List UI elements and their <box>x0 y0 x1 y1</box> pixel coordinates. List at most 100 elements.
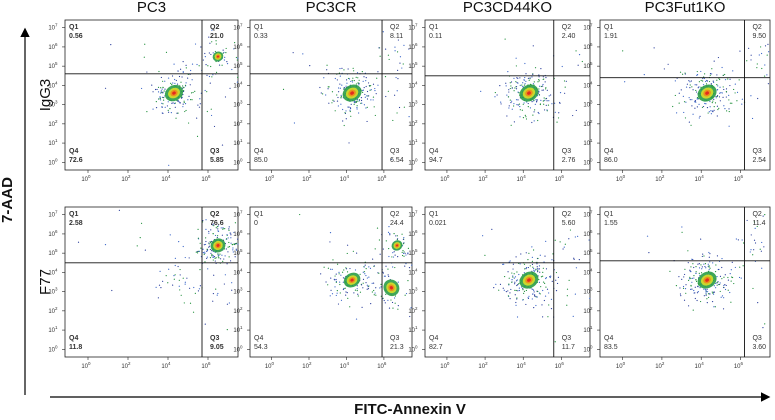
event-dot <box>524 114 526 116</box>
event-dot <box>678 102 680 104</box>
event-dot <box>716 89 718 91</box>
y-tick-base: 10 <box>48 347 55 353</box>
event-dot <box>695 91 698 93</box>
y-tick-base: 10 <box>233 45 240 51</box>
event-dot <box>738 79 740 81</box>
event-dot <box>217 230 220 233</box>
event-dot <box>517 99 519 101</box>
plot-frame <box>424 206 591 358</box>
event-dot <box>399 62 401 64</box>
y-tick-base: 10 <box>583 213 590 219</box>
event-dot <box>342 281 344 283</box>
event-dot <box>333 100 335 102</box>
event-dot <box>387 274 389 276</box>
event-dot <box>525 252 527 254</box>
quadrant-name: Q3 <box>752 335 761 342</box>
event-dot <box>517 91 519 93</box>
event-dot <box>711 102 713 104</box>
event-dot <box>712 80 714 82</box>
event-dot <box>353 79 355 82</box>
event-dot <box>526 101 528 103</box>
event-dot <box>212 256 215 258</box>
event-dot <box>736 91 739 93</box>
event-dot <box>339 75 341 77</box>
event-dot <box>562 248 564 250</box>
event-dot <box>226 61 228 63</box>
event-dot <box>729 78 731 80</box>
x-tick-exp: 4 <box>346 174 349 179</box>
quadrant-value: 9.50 <box>752 33 766 40</box>
event-dot <box>508 105 510 107</box>
event-dot <box>734 266 736 269</box>
event-dot <box>302 53 304 55</box>
event-dot <box>531 263 534 266</box>
event-dot <box>394 295 397 297</box>
event-dot <box>522 287 524 290</box>
event-dot <box>144 43 146 45</box>
event-dot <box>163 90 165 92</box>
event-dot <box>720 296 722 298</box>
y-tick-exp: 0 <box>55 344 58 349</box>
event-dot <box>224 96 227 98</box>
event-dot <box>704 265 706 268</box>
event-dot <box>679 71 682 73</box>
event-dot <box>370 99 372 101</box>
event-dot <box>161 106 163 108</box>
event-dot <box>534 109 536 111</box>
event-dot <box>503 289 505 291</box>
event-dot <box>215 40 217 42</box>
x-tick-base: 10 <box>616 364 623 370</box>
event-dot <box>408 115 410 118</box>
event-dot <box>545 104 547 106</box>
event-dot <box>199 269 201 271</box>
event-dot <box>491 228 493 230</box>
event-dot <box>578 54 581 56</box>
event-dot <box>226 238 228 240</box>
event-dot <box>527 259 529 261</box>
event-dot <box>588 239 590 241</box>
event-dot <box>347 68 349 70</box>
event-dot <box>719 100 721 102</box>
event-dot <box>349 306 351 308</box>
event-dot <box>729 84 731 87</box>
event-dot <box>357 82 359 84</box>
event-dot <box>388 58 390 61</box>
event-dot <box>711 300 714 303</box>
event-dot <box>503 275 506 278</box>
quadrant-value: 0.33 <box>254 33 268 40</box>
event-dot <box>410 307 412 309</box>
event-dot <box>159 96 161 98</box>
event-dot <box>702 105 705 108</box>
event-dot <box>512 263 514 265</box>
event-dot <box>177 99 179 101</box>
event-dot <box>531 298 533 300</box>
y-tick-base: 10 <box>583 290 590 296</box>
event-dot <box>727 279 730 281</box>
event-dot <box>385 95 387 98</box>
event-dot <box>705 267 707 269</box>
event-dot <box>760 52 763 55</box>
event-dot <box>374 248 376 250</box>
event-dot <box>234 42 236 44</box>
event-dot <box>757 302 759 304</box>
event-dot <box>683 101 686 103</box>
x-tick-exp: 4 <box>701 361 704 366</box>
x-tick-exp: 4 <box>701 174 704 179</box>
event-dot <box>185 82 187 84</box>
event-dot <box>681 73 684 75</box>
event-dot <box>173 278 175 280</box>
y-tick-exp: 7 <box>415 210 418 215</box>
event-dot <box>387 90 389 92</box>
event-dot <box>511 272 513 274</box>
event-dot <box>164 80 166 82</box>
quadrant-value: 21.3 <box>390 344 404 351</box>
event-dot <box>690 271 692 273</box>
event-dot <box>206 250 209 252</box>
event-dot <box>369 85 371 87</box>
x-tick-base: 10 <box>440 177 447 183</box>
event-dot <box>233 243 236 246</box>
event-dot <box>365 80 367 82</box>
event-dot <box>110 43 112 46</box>
event-dot <box>536 99 538 101</box>
event-dot <box>691 99 693 101</box>
